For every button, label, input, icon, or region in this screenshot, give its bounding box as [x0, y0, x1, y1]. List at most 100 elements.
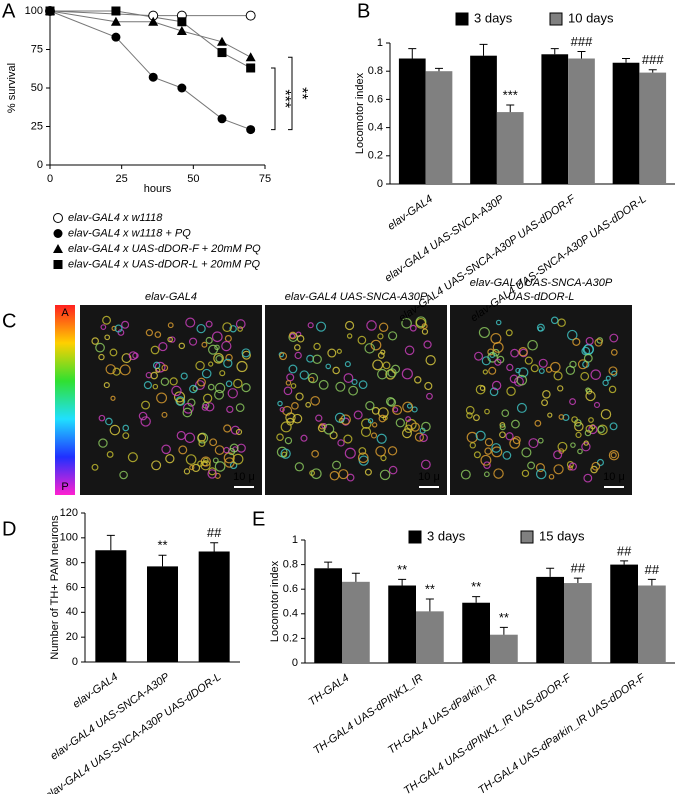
cell	[590, 369, 602, 380]
significance: ***	[503, 87, 518, 102]
error-bar	[506, 104, 515, 113]
cell	[585, 390, 596, 402]
cell	[189, 464, 195, 471]
cell	[212, 457, 219, 464]
cell	[557, 385, 564, 392]
cell	[348, 385, 359, 396]
cell	[209, 438, 218, 447]
cell	[236, 360, 248, 373]
cell	[167, 322, 174, 329]
cell	[154, 361, 166, 373]
cell	[388, 331, 398, 341]
scale-bar-label: 10 μ	[603, 471, 625, 483]
cell	[346, 333, 353, 339]
error-bar	[546, 567, 555, 577]
cell	[479, 385, 486, 391]
point	[217, 114, 227, 124]
cell	[332, 460, 342, 470]
cell	[182, 407, 193, 418]
cell	[370, 432, 378, 439]
cell	[122, 432, 130, 440]
cell	[98, 438, 108, 448]
cell	[492, 341, 504, 353]
cell	[111, 325, 117, 331]
cell	[505, 329, 513, 337]
image-title: elav-GAL4 UAS-SNCA-A30P	[470, 277, 613, 289]
cell	[596, 337, 604, 344]
error-bar	[479, 43, 488, 56]
cell	[593, 401, 601, 409]
cell	[402, 428, 412, 439]
cell	[585, 336, 594, 346]
cell	[98, 414, 106, 422]
y-axis-label: Number of TH+ PAM neurons	[49, 515, 61, 660]
cell	[165, 454, 175, 464]
cell	[499, 424, 506, 431]
cell	[207, 344, 219, 355]
significance: **	[499, 610, 509, 625]
cell	[338, 469, 349, 480]
cell	[221, 340, 232, 352]
point	[217, 48, 227, 58]
cell	[401, 317, 412, 329]
cell	[365, 401, 375, 411]
cell	[513, 376, 524, 387]
cell	[524, 356, 533, 365]
y-tick-label: 0	[72, 656, 78, 668]
x-tick-label: elav-GAL4	[386, 193, 435, 233]
cell	[280, 421, 292, 433]
legend-swatch	[549, 12, 563, 26]
bar	[610, 564, 638, 663]
cell	[295, 392, 304, 401]
cell	[229, 325, 237, 333]
cell	[588, 417, 594, 423]
bar	[470, 55, 497, 184]
series-line	[49, 10, 251, 17]
cell	[518, 367, 529, 378]
cell	[95, 342, 105, 353]
cell	[501, 409, 510, 418]
cell	[377, 407, 389, 419]
cell	[122, 424, 130, 432]
panel-letter: B	[357, 0, 370, 22]
point	[148, 72, 158, 82]
cell	[184, 432, 196, 444]
cell	[569, 398, 577, 406]
error-bar	[499, 626, 508, 635]
cell	[584, 429, 592, 437]
point	[217, 36, 227, 46]
cell	[387, 397, 397, 407]
cell	[542, 390, 551, 399]
bar	[496, 112, 524, 184]
cell	[406, 403, 413, 409]
cell	[154, 331, 162, 338]
cell	[377, 333, 384, 340]
significance: **	[397, 562, 407, 577]
cell	[310, 468, 322, 480]
point	[148, 16, 159, 26]
cell	[300, 434, 308, 442]
bar	[564, 583, 592, 663]
cell	[207, 469, 217, 479]
cell	[516, 402, 527, 413]
cell	[227, 388, 238, 399]
x-tick-label: elav-GAL4 UAS-SNCA-A30P	[383, 193, 507, 285]
cell	[509, 437, 521, 449]
y-axis-label: % survival	[6, 63, 18, 113]
y-tick-label: 0.4	[283, 608, 298, 620]
error-bar	[210, 542, 219, 552]
cell	[340, 414, 351, 425]
cell	[161, 364, 169, 372]
cell	[138, 411, 148, 421]
y-tick-label: 0.8	[368, 65, 383, 77]
cell	[421, 323, 428, 330]
cell	[202, 393, 213, 403]
cell	[610, 348, 618, 356]
y-tick-label: 25	[31, 120, 43, 132]
cell	[472, 414, 480, 422]
y-tick-label: 0.6	[283, 583, 298, 595]
cell	[566, 461, 574, 469]
cell	[491, 443, 502, 453]
cell	[378, 322, 389, 332]
cell	[605, 375, 611, 381]
